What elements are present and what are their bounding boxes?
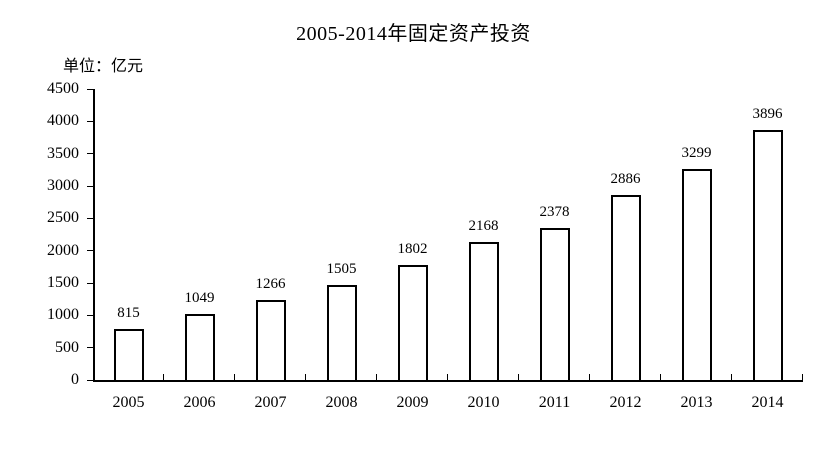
y-axis-tick-label: 4000 <box>47 112 79 130</box>
bar-2006 <box>184 314 215 382</box>
x-axis-tick <box>518 374 519 380</box>
x-axis-tick <box>234 374 235 380</box>
bar-value-label: 2168 <box>468 218 499 234</box>
y-axis-tick-label: 2500 <box>47 209 79 227</box>
x-axis-tick <box>660 374 661 380</box>
plot-area: 0 500 1000 1500 2000 2500 3000 3500 4000 4500 815… <box>47 81 803 411</box>
y-axis-tick <box>87 88 93 90</box>
y-axis-tick-label: 3000 <box>47 177 79 194</box>
x-axis-tick <box>376 374 377 380</box>
bar-value-label: 1266 <box>255 276 286 292</box>
y-axis-tick-label: 1000 <box>47 306 79 324</box>
y-axis-tick <box>87 185 93 187</box>
bar-value-label: 1505 <box>326 261 357 277</box>
bar-value-label: 3299 <box>681 145 712 161</box>
bar-value-label: 815 <box>117 305 140 321</box>
bar-2014 <box>752 130 783 382</box>
bar-2008 <box>326 285 357 382</box>
y-axis-tick <box>87 314 93 316</box>
x-axis-tick <box>731 374 732 380</box>
x-axis-tick <box>802 374 803 380</box>
y-axis-tick <box>87 347 93 349</box>
bar-2005 <box>113 329 144 382</box>
bar-2013 <box>681 169 712 382</box>
bar-2011 <box>539 228 570 382</box>
y-axis-tick <box>87 153 93 155</box>
y-axis-tick-label: 500 <box>55 338 79 356</box>
bar-value-label: 1049 <box>184 290 215 306</box>
y-axis-tick <box>87 120 93 122</box>
unit-label: 单位：亿元 <box>63 58 144 75</box>
bar-value-label: 1802 <box>397 241 428 257</box>
x-axis-category-label: 2014 <box>751 394 784 411</box>
y-axis-tick <box>87 379 93 381</box>
x-axis-tick <box>163 374 164 380</box>
bar-value-label: 3896 <box>752 106 783 122</box>
x-axis-tick <box>305 374 306 380</box>
y-axis-line <box>93 89 95 382</box>
x-axis-line <box>93 380 803 382</box>
x-axis-category-label: 2013 <box>680 394 713 411</box>
y-axis-tick-label: 2000 <box>47 241 79 259</box>
x-axis-category-label: 2005 <box>112 394 145 411</box>
y-axis-tick <box>87 282 93 284</box>
x-axis-category-label: 2008 <box>325 394 358 411</box>
bar-2009 <box>397 265 428 382</box>
x-axis-category-label: 2011 <box>538 394 571 411</box>
bar-2010 <box>468 242 499 382</box>
y-axis-tick-label: 1500 <box>47 274 79 291</box>
y-axis-tick-label: 0 <box>71 371 79 388</box>
x-axis-tick <box>589 374 590 380</box>
bar-2007 <box>255 300 286 382</box>
x-axis-category-label: 2010 <box>467 394 500 411</box>
bar-value-label: 2886 <box>610 171 641 187</box>
bar-2012 <box>610 195 641 382</box>
x-axis-category-label: 2007 <box>254 394 287 411</box>
y-axis-tick-label: 3500 <box>47 144 79 162</box>
x-axis-category-label: 2009 <box>396 394 429 411</box>
chart-title: 2005-2014年固定资产投资 <box>296 23 531 45</box>
y-axis-tick <box>87 217 93 219</box>
x-axis-category-label: 2006 <box>183 394 216 411</box>
x-axis-tick <box>447 374 448 380</box>
y-axis-tick-label: 4500 <box>47 80 79 97</box>
x-axis-category-label: 2012 <box>609 394 642 411</box>
bar-value-label: 2378 <box>539 204 570 220</box>
y-axis-tick <box>87 250 93 252</box>
